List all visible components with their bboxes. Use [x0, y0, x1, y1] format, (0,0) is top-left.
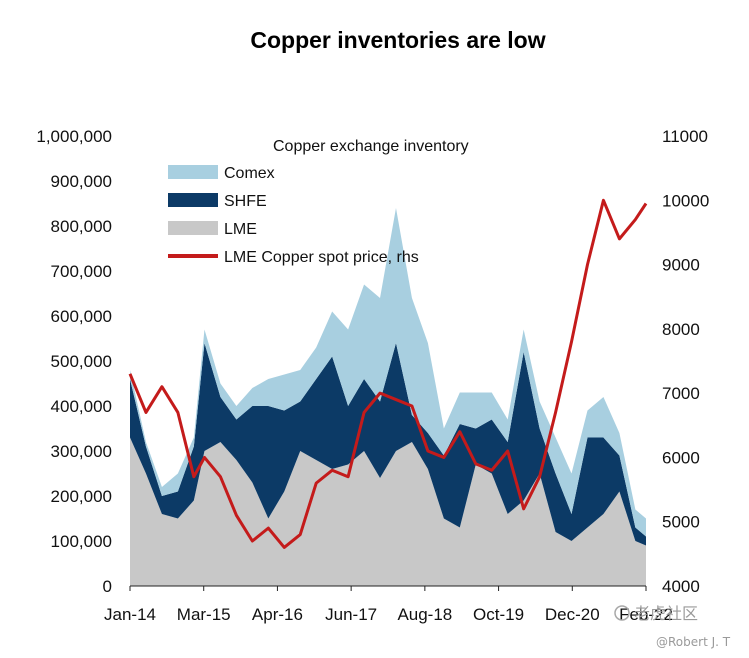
y-right-tick-label: 10000	[662, 191, 709, 210]
legend-swatch	[168, 165, 218, 179]
watermark-brand: 老虎社区	[634, 604, 698, 623]
y-right-tick-label: 5000	[662, 513, 700, 532]
y-left-tick-label: 100,000	[51, 532, 112, 551]
y-left-tick-label: 400,000	[51, 397, 112, 416]
legend-title: Copper exchange inventory	[273, 138, 469, 155]
y-left-tick-label: 800,000	[51, 217, 112, 236]
legend-items: Comex SHFE LME LME Copper spot price, rhs	[168, 165, 419, 266]
plot-areas	[130, 208, 646, 586]
watermark-user: @Robert J. T	[656, 635, 731, 649]
y-left-tick-label: 600,000	[51, 307, 112, 326]
y-right-tick-label: 8000	[662, 320, 700, 339]
watermark: 老虎社区 @Robert J. T	[614, 604, 731, 649]
price-line-group	[128, 198, 648, 549]
series-area-shfe	[130, 343, 646, 546]
y-left-tick-label: 300,000	[51, 442, 112, 461]
y-left-tick-label: 500,000	[51, 352, 112, 371]
chart-title: Copper inventories are low	[250, 27, 545, 53]
x-tick-label: Jun-17	[325, 605, 377, 624]
x-tick-label: Feb-22	[619, 605, 673, 624]
series-area-comex	[130, 208, 646, 537]
x-axis-ticks: Jan-14 Mar-15 Apr-16 Jun-17 Aug-18 Oct-19 Dec-…	[104, 586, 673, 624]
y-right-tick-label: 7000	[662, 384, 700, 403]
x-tick-label: Aug-18	[397, 605, 452, 624]
x-tick-label: Jan-14	[104, 605, 156, 624]
y-right-tick-label: 9000	[662, 256, 700, 275]
y-left-tick-label: 0	[103, 577, 112, 596]
legend-swatch	[168, 193, 218, 207]
y-right-tick-label: 11000	[662, 127, 708, 146]
legend-label: Comex	[224, 165, 275, 182]
watermark-logo-icon	[614, 605, 630, 621]
legend: Copper exchange inventory Comex SHFE LME LM…	[168, 138, 469, 266]
y-axis-right-ticks: 4000 5000 6000 7000 8000 9000 10000 11000	[662, 127, 709, 596]
x-tick-label: Dec-20	[545, 605, 600, 624]
series-area-lme	[130, 437, 646, 586]
legend-swatch	[168, 221, 218, 235]
y-right-tick-label: 6000	[662, 448, 700, 467]
x-tick-label: Oct-19	[473, 605, 524, 624]
y-left-tick-label: 200,000	[51, 487, 112, 506]
legend-label: LME	[224, 221, 257, 238]
x-tick-label: Mar-15	[177, 605, 231, 624]
y-left-tick-label: 1,000,000	[36, 127, 112, 146]
legend-label: SHFE	[224, 193, 267, 210]
y-right-tick-label: 4000	[662, 577, 700, 596]
y-axis-left-ticks: 0 100,000 200,000 300,000 400,000 500,000 600,…	[36, 127, 112, 596]
y-left-tick-label: 900,000	[51, 172, 112, 191]
y-left-tick-label: 700,000	[51, 262, 112, 281]
series-line-lme-spot-price	[128, 198, 648, 549]
x-tick-label: Apr-16	[252, 605, 303, 624]
legend-label: LME Copper spot price, rhs	[224, 249, 419, 266]
